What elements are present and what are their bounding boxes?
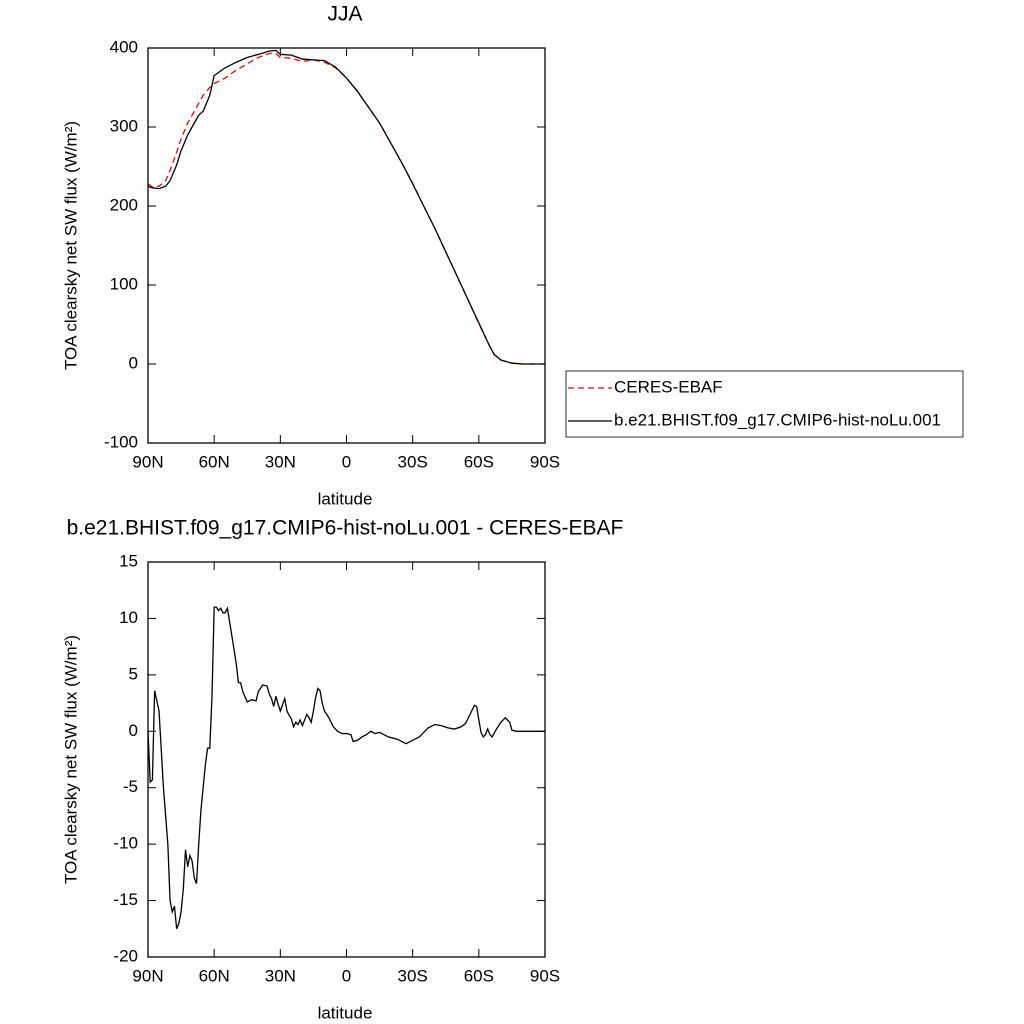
data-line: [147, 52, 545, 365]
y-tick-label: 5: [129, 664, 138, 683]
x-tick-label: 30N: [265, 452, 296, 471]
x-axis-label: latitude: [318, 489, 373, 508]
x-tick-label: 0: [342, 452, 351, 471]
y-tick-label: -5: [123, 777, 138, 796]
y-tick-label: 0: [129, 353, 138, 372]
data-line: [147, 49, 545, 365]
legend-box: [565, 370, 964, 438]
data-line: [147, 606, 545, 930]
x-tick-label: 60N: [199, 966, 230, 985]
y-tick-label: -100: [104, 432, 138, 451]
y-axis-label: TOA clearsky net SW flux (W/m²): [61, 121, 80, 370]
x-tick-label: 30S: [398, 966, 428, 985]
y-tick-label: 0: [129, 721, 138, 740]
legend-label: b.e21.BHIST.f09_g17.CMIP6-hist-noLu.001: [614, 410, 941, 429]
y-tick-label: 200: [110, 195, 138, 214]
x-tick-label: 60N: [199, 452, 230, 471]
x-tick-label: 30N: [265, 966, 296, 985]
x-tick-label: 30S: [398, 452, 428, 471]
y-tick-label: 300: [110, 116, 138, 135]
x-tick-label: 60S: [464, 452, 494, 471]
x-tick-label: 90S: [530, 452, 560, 471]
x-axis-label: latitude: [318, 1003, 373, 1022]
x-tick-label: 90N: [132, 966, 163, 985]
y-tick-label: -10: [113, 834, 138, 853]
y-tick-label: 10: [119, 608, 138, 627]
chart-title: JJA: [327, 3, 362, 26]
y-tick-label: 400: [110, 37, 138, 56]
chart-title: b.e21.BHIST.f09_g17.CMIP6-hist-noLu.001 …: [67, 517, 624, 540]
y-tick-label: -15: [113, 890, 138, 909]
y-tick-label: 100: [110, 274, 138, 293]
x-tick-label: 90N: [132, 452, 163, 471]
y-tick-label: -20: [113, 946, 138, 965]
plot-frame: [147, 47, 546, 444]
x-tick-label: 90S: [530, 966, 560, 985]
x-tick-label: 60S: [464, 966, 494, 985]
legend-label: CERES-EBAF: [614, 377, 723, 396]
plot-frame: [147, 561, 546, 958]
x-tick-label: 0: [342, 966, 351, 985]
y-axis-label: TOA clearsky net SW flux (W/m²): [61, 635, 80, 884]
y-tick-label: 15: [119, 551, 138, 570]
